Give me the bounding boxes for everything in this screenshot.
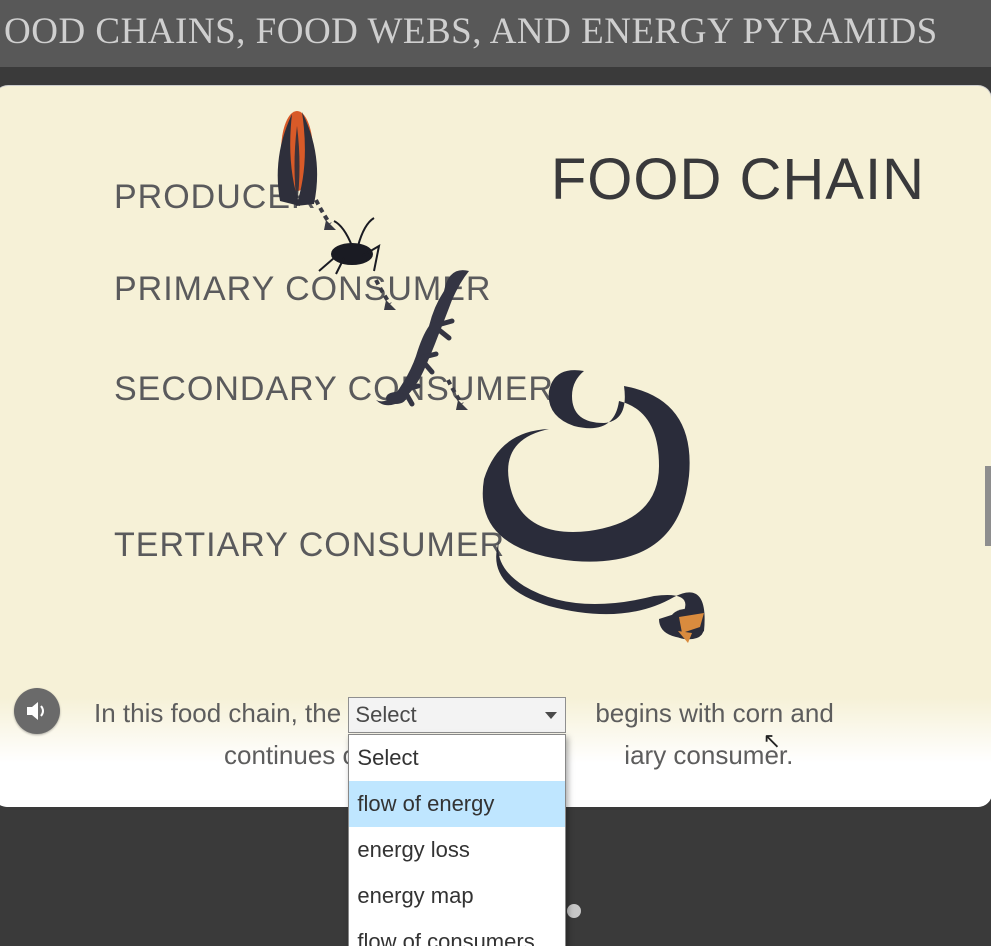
page-dot[interactable] [567,904,581,918]
select-placeholder: Select [355,702,416,727]
audio-button[interactable] [14,688,60,734]
question-row: In this food chain, the Select Selectflo… [0,692,991,776]
q-prefix: In this food chain, the [94,698,341,728]
dropdown-option[interactable]: Select [349,735,565,781]
snake-icon [454,361,734,661]
arrow-icon [312,196,342,236]
arrow-icon [444,376,474,416]
dropdown-option[interactable]: energy map [349,873,565,919]
question-text: In this food chain, the Select Selectflo… [94,692,991,776]
speaker-icon [24,698,50,724]
select-box-1[interactable]: Select Selectflow of energyenergy lossen… [348,697,566,733]
scrollbar[interactable] [985,466,991,546]
dropdown-option[interactable]: flow of energy [349,781,565,827]
dropdown-option[interactable]: energy loss [349,827,565,873]
q-middle: begins with corn and [595,698,833,728]
arrow-icon [372,276,402,316]
slide-title: FOOD CHAIN [551,146,925,213]
dropdown-option[interactable]: flow of consumers [349,919,565,946]
cursor-icon: ↖ [763,728,781,754]
label-tertiary: TERTIARY CONSUMER [114,526,505,565]
slide-card: FOOD CHAIN PRODUCER PRIMARY CONSUMER SEC… [0,85,991,807]
page-title-text: OOD CHAINS, FOOD WEBS, AND ENERGY PYRAMI… [4,11,938,52]
dropdown-list[interactable]: Selectflow of energyenergy lossenergy ma… [348,734,566,946]
page-title: OOD CHAINS, FOOD WEBS, AND ENERGY PYRAMI… [0,0,991,67]
